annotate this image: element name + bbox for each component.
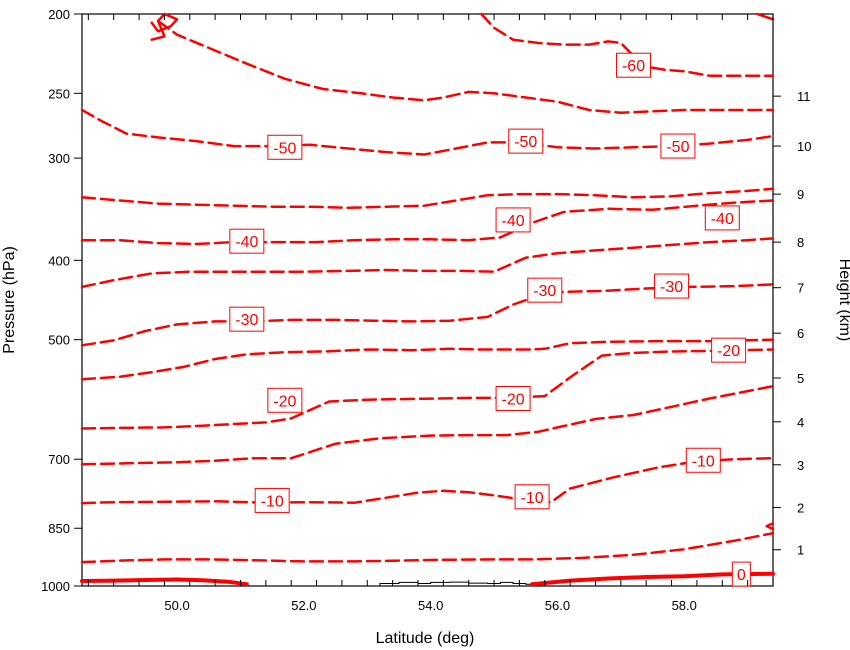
y2-tick-label: 7 <box>797 281 804 296</box>
contour-line-minus60 <box>480 12 775 78</box>
y-tick-label: 400 <box>48 253 70 268</box>
contour-label: -20 <box>273 393 296 410</box>
contour-label: -30 <box>660 279 683 296</box>
contour-line-minus20 <box>80 384 775 466</box>
contour-label-box <box>508 128 544 154</box>
contour-line-minus60 <box>150 12 179 41</box>
x-tick-label: 50.0 <box>164 598 189 613</box>
contour-label-box <box>514 484 550 510</box>
contour-label-box <box>495 207 531 233</box>
contour-label-box <box>267 387 303 413</box>
contour-label: -10 <box>261 493 284 510</box>
contour-label-box <box>254 487 290 513</box>
x-axis-title: Latitude (deg) <box>376 630 475 647</box>
y-tick-label: 250 <box>48 86 70 101</box>
contour-label-box <box>495 385 531 411</box>
contour-line-minus10 <box>80 531 775 564</box>
contour-label-box <box>654 273 690 299</box>
contour-label-box <box>731 561 751 587</box>
contour-labels: -60 -50 -50 -50 -40 -40 -40 -30 -30 -30 -20 -20 -20 -… <box>229 52 751 587</box>
y-tick-label: 1000 <box>41 579 70 594</box>
x-tick-label: 58.0 <box>672 598 697 613</box>
contour-line-minus20 <box>80 348 775 430</box>
y2-tick-label: 2 <box>797 501 804 516</box>
contour-label-box <box>616 52 652 78</box>
y2-tick-label: 10 <box>797 139 811 154</box>
y2-tick-label: 1 <box>797 543 804 558</box>
temperature-contours <box>80 12 775 587</box>
contour-label: -10 <box>521 490 544 507</box>
x-axis: 50.0 52.0 54.0 56.0 58.0 <box>87 14 774 613</box>
plot-frame <box>81 13 774 587</box>
y2-tick-label: 6 <box>797 326 804 341</box>
y2-tick-label: 5 <box>797 371 804 386</box>
y2-tick-label: 3 <box>797 458 804 473</box>
contour-label: -10 <box>692 453 715 470</box>
contour-label: -40 <box>502 213 525 230</box>
contour-label: -30 <box>235 312 258 329</box>
contour-line-minus40 <box>80 199 775 246</box>
contour-label-box <box>711 337 747 363</box>
y2-tick-label: 4 <box>797 415 804 430</box>
y-axis-title-right: Height (km) <box>836 259 850 342</box>
plot-border <box>81 13 774 587</box>
contour-line-minus30 <box>80 283 775 347</box>
y2-tick-label: 11 <box>797 89 811 104</box>
contour-label-box <box>660 133 696 159</box>
y-tick-label: 300 <box>48 151 70 166</box>
y-axis-right: 1 2 3 4 5 6 7 8 9 10 11 <box>773 89 811 558</box>
y-tick-label: 850 <box>48 521 70 536</box>
contour-label-box <box>267 134 303 160</box>
contour-label: -50 <box>273 140 296 157</box>
contour-line-minus60 <box>156 19 775 114</box>
contour-line-minus50 <box>80 108 775 156</box>
contour-line-minus50 <box>80 187 775 210</box>
contour-label: -50 <box>666 139 689 156</box>
contour-label: -40 <box>235 234 258 251</box>
contour-line-minus60 <box>755 12 775 21</box>
contour-label: -30 <box>533 283 556 300</box>
contour-label-box <box>527 277 563 303</box>
contour-label: -20 <box>502 391 525 408</box>
y2-tick-label: 8 <box>797 235 804 250</box>
x-tick-label: 54.0 <box>418 598 443 613</box>
y-tick-label: 200 <box>48 7 70 22</box>
y-axis-title-left: Pressure (hPa) <box>1 246 18 354</box>
y-axis-left: 200 250 300 400 500 700 850 1000 <box>41 7 82 594</box>
x-tick-label: 52.0 <box>291 598 316 613</box>
x-tick-label: 56.0 <box>545 598 570 613</box>
contour-label: -40 <box>711 211 734 228</box>
contour-label-box <box>704 205 740 231</box>
contour-label-box <box>229 306 265 332</box>
y2-tick-label: 9 <box>797 187 804 202</box>
y-tick-label: 700 <box>48 452 70 467</box>
contour-label: -60 <box>622 58 645 75</box>
contour-label: 0 <box>737 567 746 584</box>
contour-line-minus10 <box>80 456 775 505</box>
y-tick-label: 500 <box>48 333 70 348</box>
contour-label-box <box>685 447 721 473</box>
contour-label: -20 <box>717 343 740 360</box>
contour-line-minus10 <box>765 521 775 531</box>
contour-label-box <box>229 228 265 254</box>
contour-label: -50 <box>514 134 537 151</box>
contour-line-minus30 <box>80 338 775 381</box>
contour-line-minus40 <box>80 237 775 289</box>
